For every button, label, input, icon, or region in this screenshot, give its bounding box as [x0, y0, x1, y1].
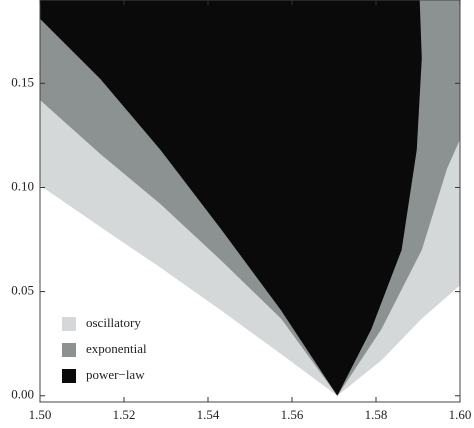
legend-label: oscillatory — [86, 315, 141, 330]
regions — [40, 0, 460, 396]
region — [40, 0, 422, 396]
plot-frame — [39, 0, 461, 403]
legend-swatch — [62, 343, 76, 357]
y-tick-label: 0.05 — [11, 283, 34, 298]
legend-swatch — [62, 317, 76, 331]
legend-label: exponential — [86, 341, 147, 356]
x-tick-label: 1.58 — [365, 407, 388, 422]
x-tick-label: 1.50 — [29, 407, 52, 422]
y-tick-label: 0.10 — [11, 178, 34, 193]
x-tick-label: 1.60 — [449, 407, 472, 422]
y-tick-label: 0.15 — [11, 74, 34, 89]
y-tick-label: 0.00 — [11, 387, 34, 402]
x-tick-label: 1.52 — [113, 407, 136, 422]
legend-label: power−law — [86, 367, 145, 382]
x-tick-label: 1.54 — [197, 407, 220, 422]
x-tick-label: 1.56 — [281, 407, 304, 422]
legend-swatch — [62, 369, 76, 383]
